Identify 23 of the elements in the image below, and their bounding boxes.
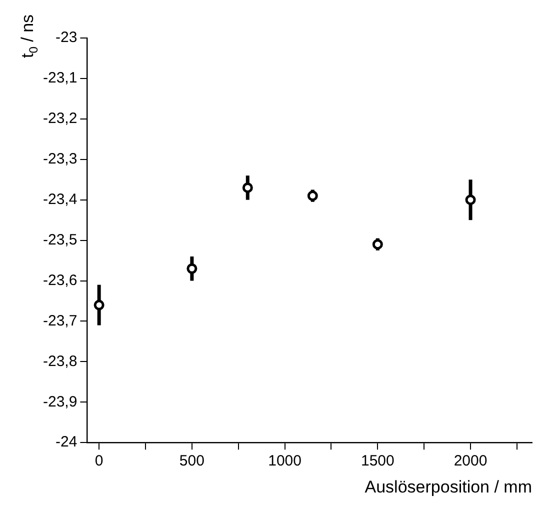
x-tick-label: 500 xyxy=(179,452,204,470)
y-tick-label: -23,3 xyxy=(42,150,78,168)
y-tick-label: -23,6 xyxy=(42,272,78,289)
x-tick-label: 1000 xyxy=(268,452,302,470)
x-tick-label: 2000 xyxy=(454,452,488,470)
point xyxy=(465,194,476,206)
y-tick-label: -23,4 xyxy=(42,190,78,208)
y-tick-label: -23,1 xyxy=(42,70,78,87)
y-tick-label: -23,8 xyxy=(42,352,78,370)
y-tick-label: -23 xyxy=(56,29,78,46)
x-tick-label: 1500 xyxy=(360,452,394,470)
x-axis-title: Auslöserposition / mm xyxy=(364,477,532,496)
y-tick-label: -23,5 xyxy=(42,231,78,248)
y-tick-label: -23,2 xyxy=(42,110,78,128)
y-tick-label: -24 xyxy=(56,434,78,451)
y-tick-label: -23,7 xyxy=(42,312,78,330)
point xyxy=(307,190,318,202)
point xyxy=(94,300,104,310)
point xyxy=(186,263,198,274)
y-tick-label: -23,9 xyxy=(42,393,78,410)
point xyxy=(242,182,253,193)
x-tick-label: 0 xyxy=(94,452,104,470)
point xyxy=(372,239,383,250)
